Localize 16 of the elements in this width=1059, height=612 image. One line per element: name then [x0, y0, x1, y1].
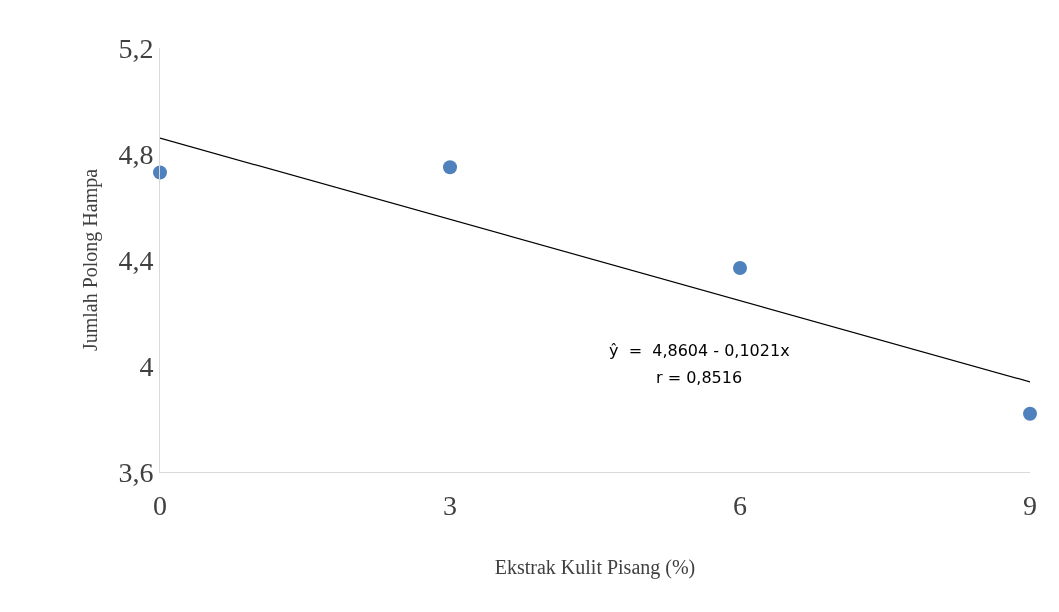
x-tick-label: 9: [1023, 489, 1037, 521]
x-tick-label: 3: [443, 489, 457, 521]
y-tick-label: 3,6: [118, 456, 154, 488]
y-tick-label: 4: [139, 350, 154, 382]
x-tick-label: 6: [733, 489, 747, 521]
y-axis-title: Jumlah Polong Hampa: [78, 168, 102, 352]
point: [733, 260, 747, 275]
x-tick-label: 0: [153, 489, 167, 521]
y-tick-label: 5,2: [118, 32, 154, 64]
x-axis-title: Ekstrak Kulit Pisang (%): [494, 556, 696, 580]
y-tick-label: 4,4: [118, 244, 154, 276]
point: [443, 160, 457, 175]
y-tick-label: 4,8: [118, 138, 154, 170]
point: [1023, 406, 1037, 421]
annotation: r = 0,8516: [656, 368, 743, 387]
annotation: ŷ = 4,8604 - 0,1021x: [609, 341, 790, 360]
